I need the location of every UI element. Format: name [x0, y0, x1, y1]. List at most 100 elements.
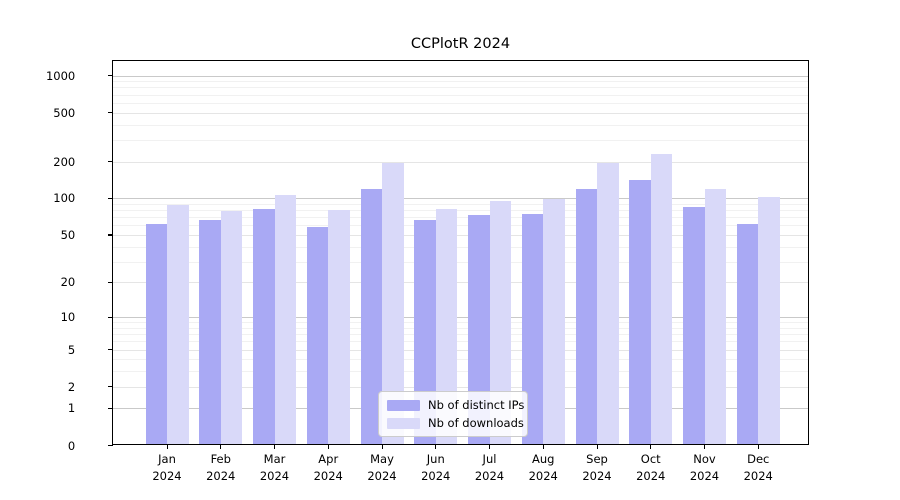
plot-area: 0 1 2 5 10 20 50 100 200 500 1000 Jan 2024 Feb 2024 M…: [46, 60, 809, 483]
x-axis-tick: [435, 444, 437, 449]
bar-downloads-jan: [167, 205, 189, 444]
y-axis-tick-label: 200: [53, 154, 76, 169]
x-axis-tick: [220, 444, 222, 449]
y-axis-tick: [108, 316, 113, 318]
gridline-minor-labeled: [113, 349, 808, 351]
gridline-minor: [113, 327, 808, 329]
legend: Nb of distinct IPs Nb of downloads: [378, 391, 528, 437]
x-axis-tick-label: Mar 2024: [259, 452, 290, 483]
y-axis-tick-label: 2: [67, 379, 76, 394]
x-axis-tick-label: Apr 2024: [313, 452, 343, 483]
gridline-minor: [113, 210, 808, 212]
y-axis-tick: [108, 161, 113, 163]
y-axis-tick-label: 0: [67, 438, 76, 453]
y-axis-tick-label: 5: [67, 342, 76, 357]
y-axis-tick-label: 50: [60, 227, 76, 242]
x-axis-tick: [757, 444, 759, 449]
gridline-minor: [113, 102, 808, 104]
gridline-minor-labeled: [113, 282, 808, 284]
gridline-minor-labeled: [113, 234, 808, 236]
y-axis-tick-label: 1000: [45, 68, 76, 83]
legend-swatch-downloads: [387, 417, 420, 429]
x-axis-tick-label: Aug 2024: [528, 452, 558, 483]
bar-downloads-apr: [328, 210, 350, 444]
x-axis-tick: [596, 444, 598, 449]
gridline-minor-labeled: [113, 161, 808, 163]
bar-downloads-nov: [704, 189, 726, 444]
gridline-minor: [113, 359, 808, 361]
gridline-minor: [113, 139, 808, 141]
bar-downloads-dec: [758, 197, 780, 444]
x-axis-tick-label: Jan 2024: [152, 452, 182, 483]
legend-swatch-distinct-ips: [387, 399, 420, 411]
gridline-minor: [113, 225, 808, 227]
bar-distinct-ips-jan: [145, 223, 167, 444]
y-axis-tick-label: 10: [60, 310, 76, 325]
y-axis-tick-label: 1: [67, 401, 76, 416]
bar-downloads-jul: [489, 201, 511, 444]
gridline-major: [113, 198, 808, 200]
gridline-minor: [113, 124, 808, 126]
legend-item-downloads: Nb of downloads: [387, 416, 524, 430]
x-axis-tick-label: Jul 2024: [474, 452, 505, 483]
bar-distinct-ips-mar: [253, 208, 275, 444]
gridline-minor: [113, 341, 808, 343]
gridline-minor: [113, 217, 808, 219]
gridline-minor: [113, 203, 808, 205]
y-axis-tick: [108, 75, 113, 77]
gridline-minor: [113, 261, 808, 263]
y-axis-tick: [108, 349, 113, 351]
bar-distinct-ips-sep: [575, 188, 597, 444]
y-axis-tick: [108, 386, 113, 388]
y-axis-tick: [108, 112, 113, 114]
gridline-minor: [113, 94, 808, 96]
gridline-major: [113, 317, 808, 319]
gridline-minor-labeled: [113, 386, 808, 388]
y-axis-tick: [108, 281, 113, 284]
gridline-minor: [113, 334, 808, 336]
gridline-minor: [113, 322, 808, 324]
x-axis-tick: [542, 444, 544, 449]
bar-distinct-ips-may: [360, 189, 382, 444]
bar-downloads-oct: [650, 154, 673, 444]
x-axis-tick: [650, 444, 652, 449]
y-axis-tick-label: 20: [60, 275, 76, 290]
y-axis-tick: [108, 197, 113, 200]
bar-downloads-aug: [543, 199, 565, 444]
y-axis-tick: [108, 445, 113, 447]
x-axis-tick-label: Jun 2024: [421, 452, 451, 483]
bar-downloads-mar: [274, 194, 296, 444]
y-axis-tick: [108, 234, 113, 236]
chart-title: CCPlotR 2024: [410, 36, 511, 52]
bar-distinct-ips-dec: [736, 223, 759, 444]
x-axis-tick-label: Dec 2024: [743, 452, 773, 483]
x-axis-tick-label: Sep 2024: [582, 452, 612, 483]
gridline-minor: [113, 246, 808, 248]
x-axis-tick: [166, 444, 168, 449]
x-axis-tick: [274, 444, 276, 449]
bar-distinct-ips-feb: [199, 219, 221, 444]
bar-distinct-ips-nov: [683, 207, 705, 444]
bar-distinct-ips-apr: [306, 226, 329, 444]
y-axis-tick-label: 100: [53, 191, 76, 206]
bar-distinct-ips-jun: [414, 220, 436, 444]
x-axis-tick-label: Nov 2024: [689, 452, 720, 483]
bar-downloads-may: [382, 163, 404, 444]
x-axis-tick-label: Feb 2024: [206, 452, 236, 483]
legend-item-distinct-ips: Nb of distinct IPs: [387, 398, 524, 412]
bar-downloads-sep: [597, 163, 619, 444]
bar-distinct-ips-oct: [629, 180, 651, 444]
bar-downloads-jun: [435, 208, 458, 444]
bar-downloads-feb: [220, 211, 243, 444]
y-axis-tick: [108, 407, 113, 410]
x-axis-tick: [381, 444, 383, 449]
x-axis-tick: [327, 444, 329, 449]
legend-label-distinct-ips: Nb of distinct IPs: [428, 398, 525, 412]
gridline-minor-labeled: [113, 112, 808, 114]
legend-label-downloads: Nb of downloads: [428, 416, 524, 430]
gridline-minor: [113, 81, 808, 83]
bar-distinct-ips-aug: [521, 213, 544, 444]
x-axis-tick: [704, 444, 706, 449]
y-axis-tick-label: 500: [53, 105, 76, 120]
